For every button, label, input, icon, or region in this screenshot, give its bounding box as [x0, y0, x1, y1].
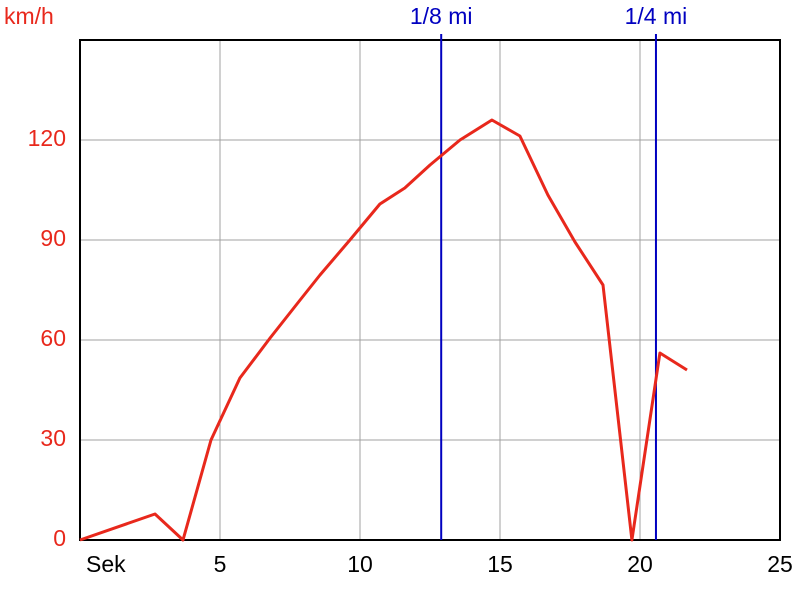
x-tick-label: 25 — [767, 551, 793, 577]
data-line — [79, 118, 688, 542]
y-axis-label: km/h — [4, 3, 54, 29]
x-tick-label: 5 — [214, 551, 227, 577]
y-tick-label: 120 — [28, 125, 66, 151]
y-tick-label: 60 — [40, 325, 66, 351]
marker-label: 1/4 mi — [625, 3, 688, 29]
plot-frame — [79, 39, 781, 541]
x-tick-label: 10 — [347, 551, 373, 577]
y-tick-label: 90 — [40, 225, 66, 251]
y-tick-label: 30 — [40, 425, 66, 451]
x-tick-label: 20 — [627, 551, 653, 577]
x-tick-label: 15 — [487, 551, 513, 577]
y-tick-label: 0 — [53, 525, 66, 551]
x-tick-label: Sek — [86, 551, 126, 577]
marker-label: 1/8 mi — [410, 3, 473, 29]
